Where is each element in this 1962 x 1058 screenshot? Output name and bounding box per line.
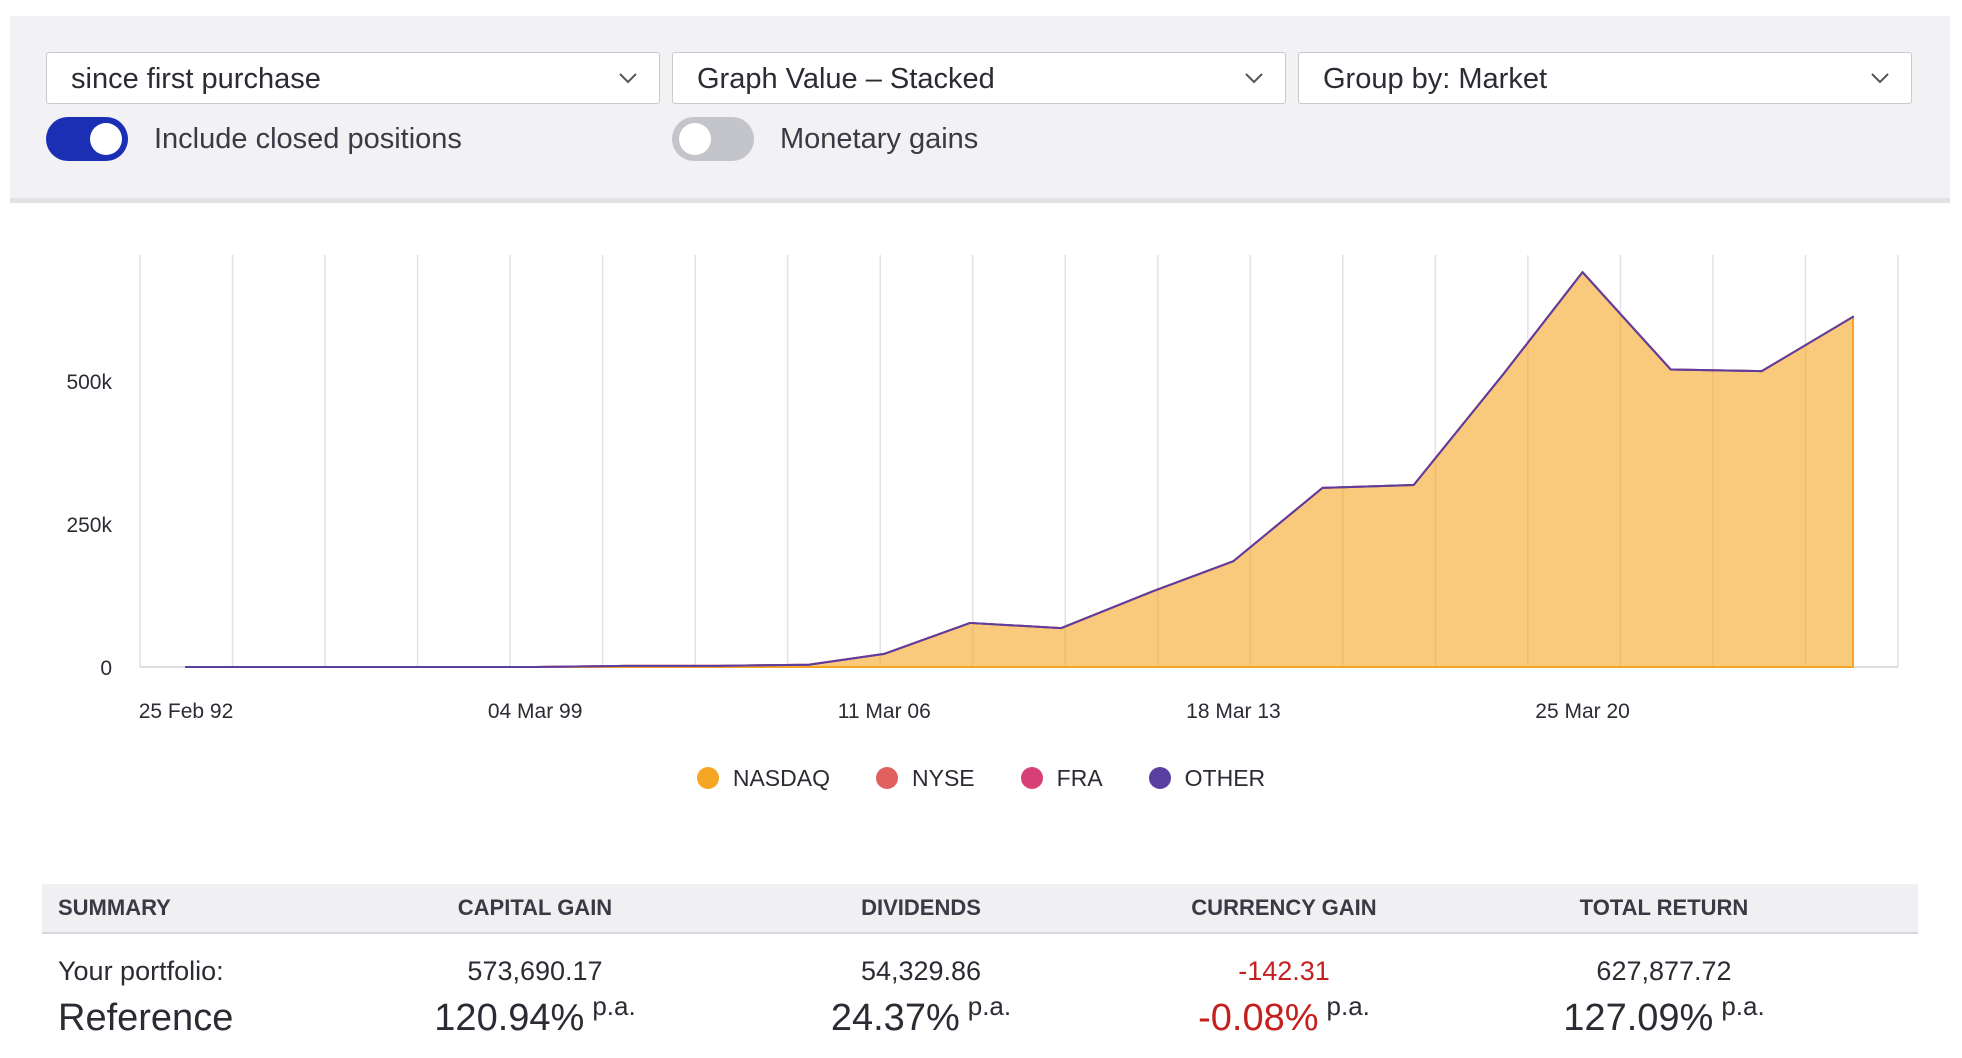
legend-item-fra[interactable]: FRA <box>1020 764 1103 792</box>
header-capital-gain: CAPITAL GAIN <box>457 895 613 920</box>
reference-row: Reference 120.94% p.a. 24.37% p.a. -0.08% p… <box>42 991 1918 1040</box>
summary-header-row: SUMMARY CAPITAL GAIN DIVIDENDS CURRENCY … <box>42 884 1918 934</box>
period-select-value: since first purchase <box>71 63 321 95</box>
include-closed-toggle[interactable] <box>46 117 128 161</box>
chevron-down-icon <box>1245 73 1263 84</box>
reference-capital-gain-cell: 120.94% p.a. <box>342 991 728 1040</box>
pa-label: p.a. <box>967 990 1012 1021</box>
chart-legend: NASDAQ NYSE FRA OTHER <box>0 760 1962 796</box>
legend-dot-icon <box>876 767 898 789</box>
portfolio-total-return: 627,877.72 <box>1596 955 1732 986</box>
portfolio-label: Your portfolio: <box>58 955 224 986</box>
monetary-gains-toggle[interactable] <box>672 117 754 161</box>
graph-type-select[interactable]: Graph Value – Stacked <box>672 52 1286 104</box>
x-tick-label: 04 Mar 99 <box>488 700 583 723</box>
legend-label: FRA <box>1056 764 1103 791</box>
reference-label: Reference <box>58 996 234 1039</box>
x-tick-label: 11 Mar 06 <box>838 700 931 723</box>
reference-dividends-cell: 24.37% p.a. <box>728 991 1114 1040</box>
portfolio-dividends: 54,329.86 <box>860 955 982 986</box>
y-tick-label: 500k <box>66 371 112 394</box>
legend-dot-icon <box>1020 767 1043 789</box>
chevron-down-icon <box>619 73 637 84</box>
group-by-select[interactable]: Group by: Market <box>1298 52 1912 104</box>
toggle-knob <box>90 123 122 155</box>
portfolio-value-chart: 0 250k 500k 25 Feb 92 04 Mar 99 11 Mar 06 18 M… <box>66 255 1899 723</box>
y-tick-label: 250k <box>66 514 112 537</box>
include-closed-row: Include closed positions <box>46 116 462 162</box>
toggle-knob <box>679 123 711 155</box>
pa-label: p.a. <box>1721 990 1765 1021</box>
group-by-select-value: Group by: Market <box>1323 63 1548 95</box>
portfolio-capital-gain: 573,690.17 <box>467 955 603 986</box>
reference-total-return-cell: 127.09% p.a. <box>1454 991 1874 1040</box>
summary-table: SUMMARY CAPITAL GAIN DIVIDENDS CURRENCY … <box>42 884 1918 1040</box>
legend-label: NASDAQ <box>732 764 830 791</box>
x-tick-label: 18 Mar 13 <box>1186 700 1281 723</box>
legend-dot-icon <box>1148 767 1171 789</box>
pa-label: p.a. <box>1326 990 1370 1021</box>
x-tick-label: 25 Feb 92 <box>139 700 234 723</box>
legend-label: NYSE <box>912 764 975 791</box>
portfolio-currency-gain: -142.31 <box>1238 955 1330 986</box>
area-nasdaq <box>185 271 1854 668</box>
area-other <box>185 271 1854 668</box>
monetary-gains-row: Monetary gains <box>672 116 978 162</box>
legend-dot-icon <box>696 767 719 789</box>
reference-currency-gain: -0.08% <box>1198 996 1319 1039</box>
include-closed-label: Include closed positions <box>154 122 462 155</box>
pa-label: p.a. <box>592 990 636 1021</box>
reference-dividends: 24.37% <box>830 996 960 1039</box>
y-tick-label: 0 <box>100 657 112 680</box>
header-summary: SUMMARY <box>58 895 171 920</box>
reference-currency-gain-cell: -0.08% p.a. <box>1114 991 1454 1040</box>
legend-label: OTHER <box>1184 764 1266 791</box>
chevron-down-icon <box>1871 73 1889 84</box>
reference-capital-gain: 120.94% <box>434 996 585 1039</box>
x-tick-label: 25 Mar 20 <box>1535 700 1630 723</box>
legend-item-nyse[interactable]: NYSE <box>876 765 975 792</box>
header-dividends: DIVIDENDS <box>861 895 981 920</box>
legend-item-other[interactable]: OTHER <box>1148 764 1266 792</box>
legend-item-nasdaq[interactable]: NASDAQ <box>696 764 830 792</box>
portfolio-row: Your portfolio: 573,690.17 54,329.86 -14… <box>42 934 1918 996</box>
header-currency-gain: CURRENCY GAIN <box>1191 895 1377 920</box>
period-select[interactable]: since first purchase <box>46 52 660 104</box>
header-total-return: TOTAL RETURN <box>1579 895 1749 920</box>
filter-bar: since first purchase Graph Value – Stack… <box>10 16 1950 203</box>
reference-total-return: 127.09% <box>1563 996 1714 1039</box>
graph-type-select-value: Graph Value – Stacked <box>697 63 995 95</box>
monetary-gains-label: Monetary gains <box>780 122 979 155</box>
